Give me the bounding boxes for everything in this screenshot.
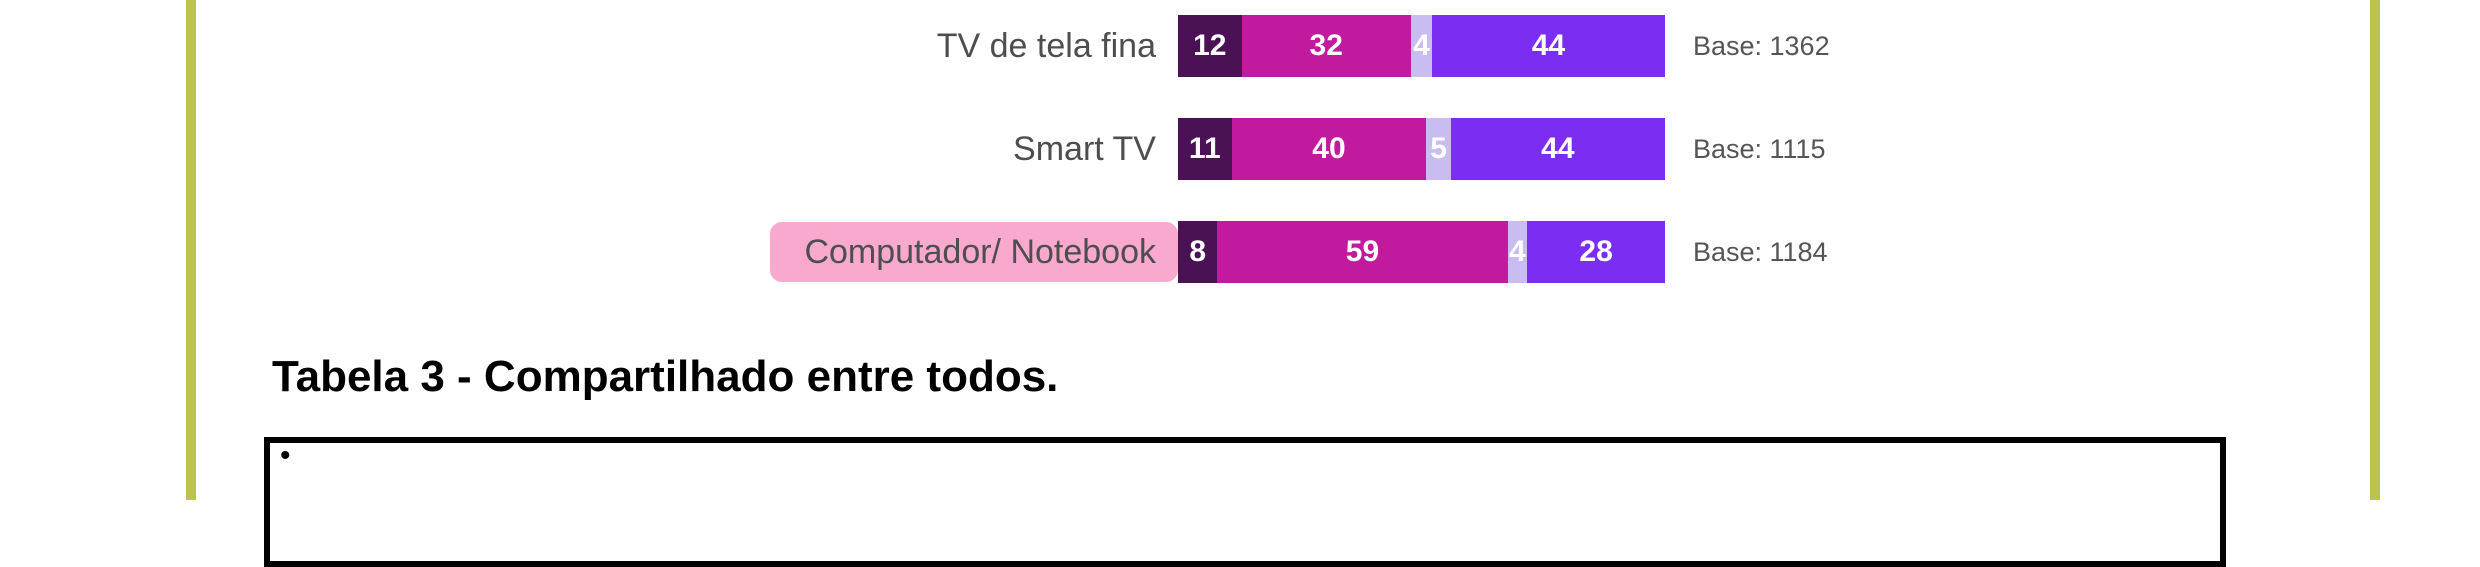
row-label: Smart TV (1013, 130, 1156, 168)
row-label: Computador/ Notebook (770, 222, 1178, 282)
bar-segment: 59 (1217, 221, 1508, 283)
table-bullet: • (280, 439, 291, 472)
stacked-bar-chart: TV de tela fina 12 32 4 44 Base: 1362 Smart TV… (0, 14, 1830, 323)
row-label-cell: Computador/ Notebook (0, 222, 1178, 282)
bar-segment: 12 (1178, 15, 1242, 77)
bar-segment: 32 (1241, 15, 1411, 77)
chart-row: Smart TV 11 40 5 44 Base: 1115 (0, 117, 1830, 181)
bar-segment: 5 (1426, 118, 1451, 180)
bar-segment: 28 (1527, 221, 1665, 283)
bar-segment: 40 (1231, 118, 1427, 180)
chart-rows: TV de tela fina 12 32 4 44 Base: 1362 Smart TV… (0, 14, 1830, 284)
bar-segment: 11 (1178, 118, 1232, 180)
row-label-cell: TV de tela fina (0, 29, 1178, 63)
right-accent-line (2370, 0, 2380, 500)
base-label: Base: 1362 (1692, 30, 1830, 61)
bar-segment: 8 (1178, 221, 1218, 283)
chart-row: TV de tela fina 12 32 4 44 Base: 1362 (0, 14, 1830, 78)
table-caption: Tabela 3 - Compartilhado entre todos. (272, 352, 1059, 401)
row-label-cell: Smart TV (0, 132, 1178, 166)
base-label: Base: 1115 (1692, 133, 1826, 164)
chart-row: Computador/ Notebook 8 59 4 28 Base: 1184 (0, 220, 1830, 284)
stacked-bar: 8 59 4 28 (1178, 221, 1665, 283)
row-label: TV de tela fina (936, 27, 1156, 65)
base-label: Base: 1184 (1692, 236, 1828, 267)
bar-segment: 4 (1410, 15, 1433, 77)
table-outline-box: • (264, 437, 2226, 567)
left-accent-line (186, 0, 196, 500)
bar-segment: 44 (1432, 15, 1665, 77)
bar-segment: 44 (1450, 118, 1665, 180)
stacked-bar: 11 40 5 44 (1178, 118, 1665, 180)
stacked-bar: 12 32 4 44 (1178, 15, 1665, 77)
bar-segment: 4 (1507, 221, 1528, 283)
